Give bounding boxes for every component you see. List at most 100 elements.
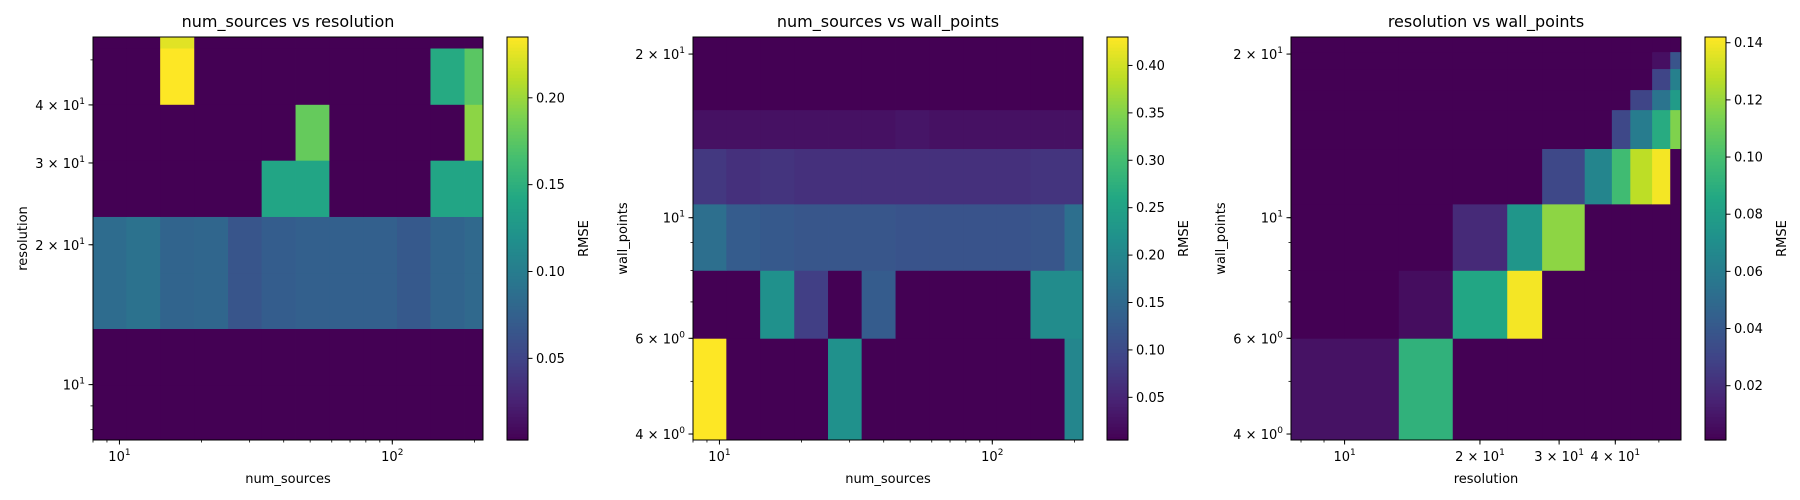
colorbar-segment xyxy=(1107,268,1128,273)
heatmap-cell xyxy=(794,148,829,205)
colorbar-segment xyxy=(1107,80,1128,85)
heatmap-cell xyxy=(1507,109,1543,150)
colorbar-segment xyxy=(1107,221,1128,226)
heatmap-cell xyxy=(895,37,930,111)
heatmap-cell xyxy=(929,203,964,271)
colorbar-segment xyxy=(1107,208,1128,213)
colorbar-segment xyxy=(1107,164,1128,169)
colorbar-segment xyxy=(507,107,528,112)
colorbar-segment xyxy=(507,406,528,411)
colorbar-segment xyxy=(1705,392,1726,397)
heatmap-cell xyxy=(1670,270,1682,339)
colorbar-segment xyxy=(1705,144,1726,149)
colorbar-segment xyxy=(1107,345,1128,350)
heatmap-cell xyxy=(794,37,829,111)
colorbar-segment xyxy=(1107,332,1128,337)
colorbar-segment xyxy=(507,97,528,102)
colorbar-segment xyxy=(1705,218,1726,223)
heatmap-cell xyxy=(1611,203,1631,271)
colorbar-segment xyxy=(507,419,528,424)
heatmap-cell xyxy=(1611,148,1631,205)
heatmap-cell xyxy=(1542,148,1586,205)
heatmap-cell xyxy=(295,272,330,329)
heatmap-cell xyxy=(295,104,330,161)
colorbar-segment xyxy=(507,345,528,350)
colorbar-segment xyxy=(1705,292,1726,297)
colorbar-segment xyxy=(1705,268,1726,273)
x-tick-label: 4 × 101 xyxy=(1590,448,1640,465)
colorbar-segment xyxy=(1705,73,1726,78)
colorbar-segment xyxy=(1107,114,1128,119)
heatmap-cell xyxy=(329,328,364,386)
colorbar-segment xyxy=(507,372,528,377)
colorbar-segment xyxy=(1705,110,1726,115)
colorbar-segment xyxy=(1705,329,1726,334)
heatmap-cell xyxy=(895,270,930,339)
colorbar-segment xyxy=(1705,80,1726,85)
colorbar-segment xyxy=(1705,107,1726,112)
heatmap-cell xyxy=(1064,270,1084,339)
colorbar-segment xyxy=(1107,167,1128,172)
colorbar-segment xyxy=(1107,90,1128,95)
y-tick-label-exponent: 1 xyxy=(679,210,685,220)
colorbar: 0.05 0.10 0.15 0.20 0.25 0.30 0.35 0.40 RMSE xyxy=(1106,36,1192,441)
colorbar-segment xyxy=(507,262,528,266)
colorbar-segment xyxy=(1107,188,1128,193)
heatmap-cell xyxy=(828,148,863,205)
colorbar-segment xyxy=(507,117,528,122)
colorbar-segment xyxy=(507,396,528,401)
heatmap-cell xyxy=(1344,89,1400,111)
colorbar-segment xyxy=(1705,53,1726,58)
colorbar-tick-label: 0.40 xyxy=(1136,59,1165,74)
heatmap-cell xyxy=(1507,89,1543,111)
colorbar-segment xyxy=(1107,258,1128,263)
heatmap-cell xyxy=(126,37,161,49)
y-axis-label: resolution xyxy=(16,206,31,271)
y-tick-label: 3 × 101 xyxy=(35,155,85,172)
colorbar-segment xyxy=(1705,403,1726,408)
colorbar-segment xyxy=(507,309,528,313)
heatmap-cell xyxy=(1452,203,1508,271)
colorbar-segment xyxy=(1705,339,1726,344)
colorbar-tick-label: 0.15 xyxy=(1136,296,1165,311)
heatmap-cell xyxy=(996,203,1031,271)
colorbar-segment xyxy=(1705,147,1726,152)
colorbar-segment xyxy=(1705,228,1726,233)
colorbar-segment xyxy=(1107,406,1128,411)
colorbar-segment xyxy=(1107,120,1128,125)
colorbar-segment xyxy=(1107,184,1128,189)
heatmap-cell xyxy=(430,384,465,441)
colorbar-segment xyxy=(1107,342,1128,347)
heatmap-cell xyxy=(363,104,398,161)
colorbar-segment xyxy=(1705,322,1726,327)
colorbar-segment xyxy=(1107,171,1128,176)
colorbar-segment xyxy=(1107,255,1128,260)
heatmap-cell xyxy=(126,48,161,105)
heatmap-cell xyxy=(1291,51,1345,70)
heatmap-cell xyxy=(1507,68,1543,91)
heatmap-cell xyxy=(1670,203,1682,271)
colorbar-segment xyxy=(1107,302,1128,307)
colorbar-segment xyxy=(507,100,528,105)
heatmap-cell xyxy=(194,37,229,49)
colorbar-segment xyxy=(1107,178,1128,183)
colorbar-segment xyxy=(507,90,528,95)
heatmap-cell xyxy=(295,328,330,386)
heatmap-cell xyxy=(1344,270,1400,339)
heatmap-cell xyxy=(396,37,431,49)
heatmap-cell xyxy=(1507,148,1543,205)
colorbar-segment xyxy=(507,174,528,179)
heatmap-cell xyxy=(861,338,896,441)
heatmap-cell xyxy=(1584,37,1613,53)
colorbar-segment xyxy=(1705,188,1726,193)
colorbar-tick-label: 0.04 xyxy=(1734,322,1763,337)
colorbar-segment xyxy=(507,332,528,337)
colorbar-segment xyxy=(507,302,528,307)
colorbar-segment xyxy=(507,198,528,203)
heatmap-cell xyxy=(828,109,863,150)
colorbar-segment xyxy=(1705,295,1726,300)
colorbar-segment xyxy=(1705,302,1726,307)
colorbar-segment xyxy=(1705,50,1726,55)
heatmap-cell xyxy=(996,270,1031,339)
